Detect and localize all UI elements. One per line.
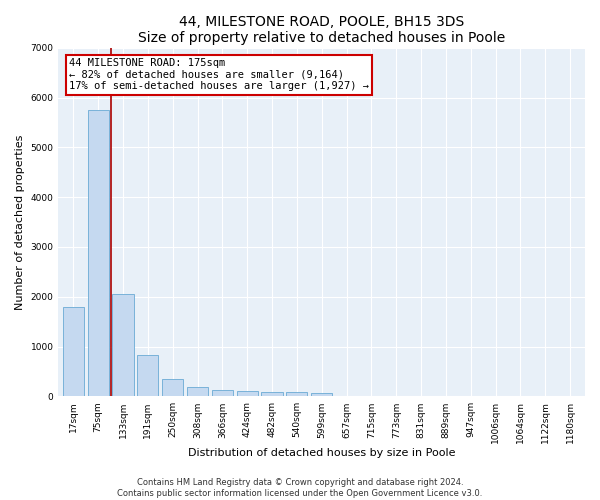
Bar bbox=[212, 390, 233, 396]
Bar bbox=[112, 294, 134, 396]
Bar bbox=[88, 110, 109, 397]
Bar bbox=[311, 392, 332, 396]
Y-axis label: Number of detached properties: Number of detached properties bbox=[15, 134, 25, 310]
Title: 44, MILESTONE ROAD, POOLE, BH15 3DS
Size of property relative to detached houses: 44, MILESTONE ROAD, POOLE, BH15 3DS Size… bbox=[138, 15, 505, 45]
Bar bbox=[137, 355, 158, 397]
Bar bbox=[236, 391, 258, 396]
Text: Contains HM Land Registry data © Crown copyright and database right 2024.
Contai: Contains HM Land Registry data © Crown c… bbox=[118, 478, 482, 498]
Bar bbox=[286, 392, 307, 396]
Text: 44 MILESTONE ROAD: 175sqm
← 82% of detached houses are smaller (9,164)
17% of se: 44 MILESTONE ROAD: 175sqm ← 82% of detac… bbox=[69, 58, 369, 92]
Bar bbox=[187, 386, 208, 396]
Bar bbox=[162, 380, 183, 396]
Bar bbox=[63, 307, 84, 396]
Bar bbox=[262, 392, 283, 396]
X-axis label: Distribution of detached houses by size in Poole: Distribution of detached houses by size … bbox=[188, 448, 455, 458]
